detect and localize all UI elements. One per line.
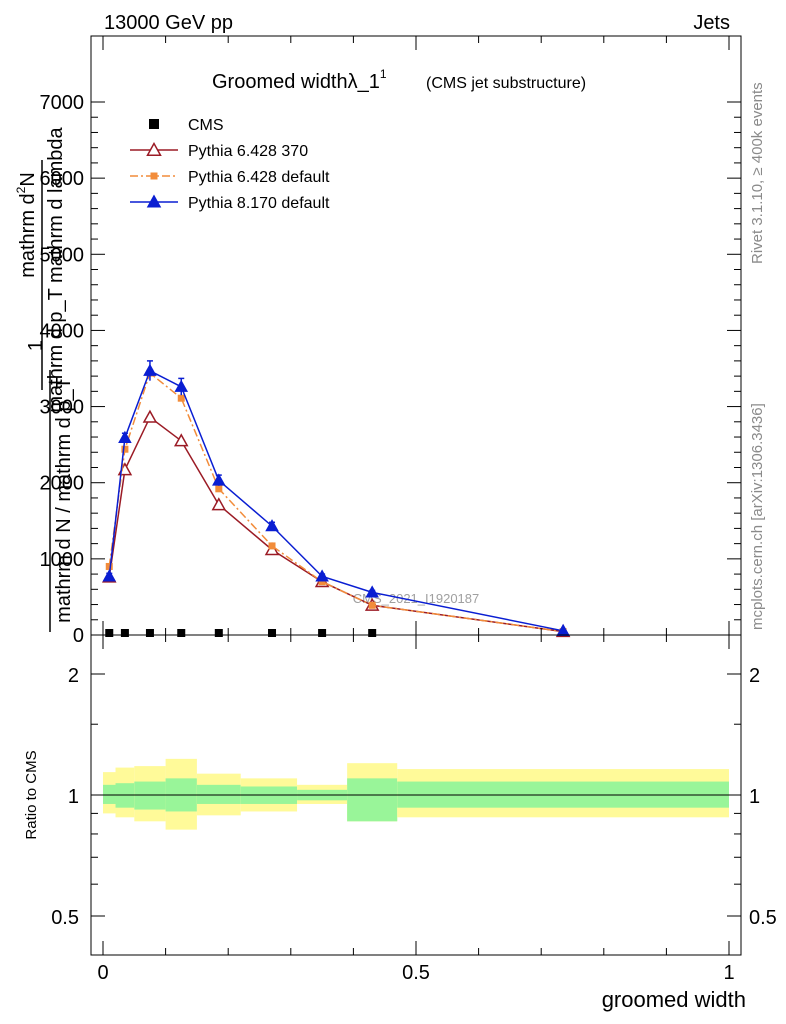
data-point-p8 xyxy=(118,430,132,443)
header-process-label: Jets xyxy=(693,12,730,34)
chart-title: Groomed widthλ_11 (CMS jet substructure) xyxy=(212,67,586,93)
main-y-tick-label: 5000 xyxy=(40,244,85,266)
data-point-p6_def xyxy=(105,562,113,570)
ratio-y-tick-label-left: 1 xyxy=(68,786,79,808)
ratio-band-inner xyxy=(347,778,398,822)
svg-text:mathrm d2N: mathrm d2N xyxy=(14,172,39,278)
data-point-p8 xyxy=(174,379,189,392)
main-y-tick-label: 0 xyxy=(73,625,84,647)
legend-label-p8: Pythia 8.170 default xyxy=(188,195,330,212)
y-label-numerator: mathrm d xyxy=(17,193,39,277)
ratio-y-axis-label-group: Ratio to CMS xyxy=(23,750,40,839)
data-point-p8 xyxy=(143,363,157,376)
main-y-tick-label: 6000 xyxy=(40,168,85,190)
ratio-y-tick-label-left: 2 xyxy=(68,665,79,687)
data-point-p6_def xyxy=(318,578,326,586)
data-point-p6_def xyxy=(121,445,129,453)
header-energy-label: 13000 GeV pp xyxy=(104,12,233,34)
data-point-cms xyxy=(120,629,129,637)
y-label-numerator-tail: N xyxy=(17,172,39,186)
x-tick-label: 0 xyxy=(97,962,108,984)
data-point-cms xyxy=(368,629,377,637)
ratio-x-tick-labels: 0 0.5 1 xyxy=(97,962,734,984)
series-cms xyxy=(105,629,377,637)
legend-marker-p8 xyxy=(146,194,162,208)
data-point-p6_def xyxy=(177,394,185,402)
ratio-panel: 0.5 0.51 12 2 0 0.5 1 xyxy=(51,634,777,984)
title-superscript: 1 xyxy=(380,67,387,81)
data-point-p6_370 xyxy=(211,497,227,511)
data-point-p6_370 xyxy=(142,409,158,423)
main-panel-background xyxy=(91,36,741,635)
legend-marker-p6_370 xyxy=(146,141,162,156)
ratio-band-inner xyxy=(103,784,116,804)
data-point-cms xyxy=(177,629,186,637)
ratio-band-inner xyxy=(134,781,166,810)
data-point-cms xyxy=(268,629,277,637)
data-point-cms xyxy=(318,629,327,637)
svg-text:1: 1 xyxy=(25,340,47,351)
side-label-bottom-group: mcplots.cern.ch [arXiv:1306.3436] xyxy=(749,403,766,630)
ratio-y-tick-label-left: 0.5 xyxy=(51,907,79,929)
data-point-p8 xyxy=(212,473,226,486)
data-point-p8 xyxy=(315,569,329,582)
series-p8 xyxy=(102,360,570,636)
legend-label-p6_370: Pythia 6.428 370 xyxy=(188,143,308,160)
data-point-cms xyxy=(105,629,114,637)
x-tick-label: 0.5 xyxy=(402,962,430,984)
main-frame-fill xyxy=(91,36,741,635)
side-label-top: Rivet 3.1.10, ≥ 400k events xyxy=(749,82,766,264)
y-label-numerator-superscript: 2 xyxy=(14,186,28,193)
ratio-band-inner xyxy=(196,784,241,804)
data-point-cms xyxy=(214,629,223,637)
ratio-y-tick-label-right: 0.5 xyxy=(749,907,777,929)
data-point-p8 xyxy=(365,585,379,598)
ratio-y-axis-label: Ratio to CMS xyxy=(23,750,40,839)
data-point-p8 xyxy=(102,569,117,582)
data-point-p6_def xyxy=(215,485,223,493)
ratio-y-tick-labels: 0.5 0.5 1 1 2 2 xyxy=(51,665,777,929)
data-point-cms xyxy=(145,629,154,637)
legend-label-cms: CMS xyxy=(188,117,224,134)
title-text: Groomed widthλ_1 xyxy=(212,71,380,93)
main-y-tick-label: 7000 xyxy=(40,92,85,114)
main-y-tick-label: 4000 xyxy=(40,320,85,342)
x-tick-label: 1 xyxy=(723,962,734,984)
data-point-p6_def xyxy=(368,601,376,609)
ratio-y-tick-label-right: 2 xyxy=(749,665,760,687)
svg-text:Groomed widthλ_11: Groomed widthλ_11 xyxy=(212,67,387,93)
main-panel: CMS_2021_I1920187 0100020003000400050006… xyxy=(40,35,742,647)
legend-marker-cms xyxy=(149,119,159,129)
side-label-top-group: Rivet 3.1.10, ≥ 400k events xyxy=(749,82,766,264)
main-y-axis-label: 1 mathrm d N / mathrm d p_T mathrm d2N m… xyxy=(14,126,75,632)
y-label-denominator: mathrm d p_T mathrm d lambda xyxy=(45,126,67,412)
y-label-prefix-denominator: mathrm d N / mathrm d p_T xyxy=(53,377,75,623)
main-series-group xyxy=(101,360,571,638)
ratio-bands xyxy=(103,758,729,830)
y-label-prefix-numerator: 1 xyxy=(25,340,47,351)
legend-marker-p6_def xyxy=(150,172,158,180)
legend: CMS Pythia 6.428 370 Pythia 6.428 default P… xyxy=(130,117,330,212)
title-suffix: (CMS jet substructure) xyxy=(426,75,586,92)
legend-label-p6_def: Pythia 6.428 default xyxy=(188,169,330,186)
data-point-p6_def xyxy=(268,542,276,550)
data-point-p8 xyxy=(265,519,279,532)
x-axis-label: groomed width xyxy=(602,987,746,1012)
ratio-y-tick-label-right: 1 xyxy=(749,786,760,808)
data-point-p6_370 xyxy=(173,433,189,447)
side-label-bottom: mcplots.cern.ch [arXiv:1306.3436] xyxy=(749,403,766,630)
ratio-axes xyxy=(90,634,742,956)
